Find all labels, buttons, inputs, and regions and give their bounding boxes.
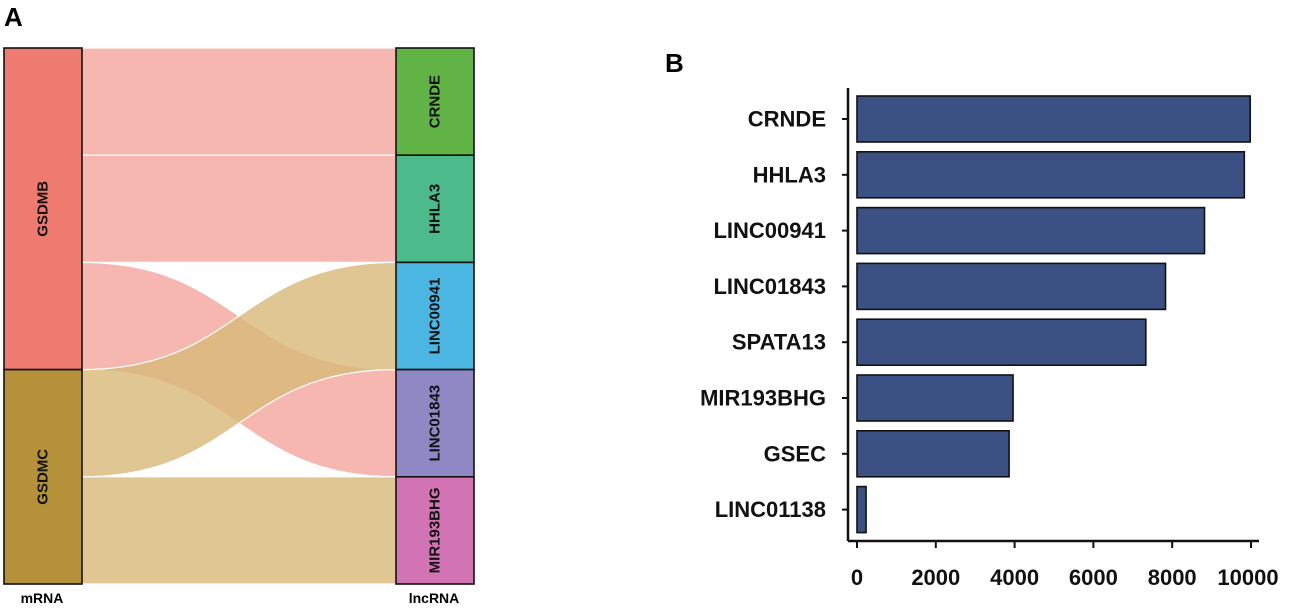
bar-spata13 xyxy=(856,318,1147,367)
panel-label-b: B xyxy=(665,48,684,78)
sankey-node-label-gsdmb: GSDMB xyxy=(35,181,52,237)
y-tick-label-hhla3: HHLA3 xyxy=(753,162,826,187)
sankey-node-label-linc00941: LINC00941 xyxy=(427,278,444,355)
bar-marks: CRNDE HHLA3 LINC00941 LINC01843 SPATA13 MIR19… xyxy=(700,95,1279,590)
sankey-right-axis-label: lncRNA xyxy=(409,590,460,606)
bar-chart: CRNDE HHLA3 LINC00941 LINC01843 SPATA13 MIR19… xyxy=(700,88,1279,590)
bar-crnde xyxy=(856,95,1252,143)
y-tick-label-linc01138: LINC01138 xyxy=(715,497,826,522)
bar-linc01138 xyxy=(856,485,867,534)
x-tick-label-8000: 8000 xyxy=(1148,565,1197,590)
x-tick-label-2000: 2000 xyxy=(911,565,960,590)
y-tick-label-mir193bhg: MIR193BHG xyxy=(700,386,826,411)
x-tick-label-10000: 10000 xyxy=(1217,565,1278,590)
sankey-flows xyxy=(81,47,397,585)
sankey-node-linc01843 xyxy=(395,368,475,478)
sankey-node-mir193bhg xyxy=(395,475,475,585)
sankey-chart: GSDMB GSDMC CRNDE HHLA3 LINC00941 LINC01843 MI… xyxy=(3,47,475,606)
y-tick-label-spata13: SPATA13 xyxy=(732,330,826,355)
bar-linc00941 xyxy=(856,206,1206,255)
sankey-node-label-crnde: CRNDE xyxy=(427,75,444,128)
sankey-left-axis-label: mRNA xyxy=(21,590,64,606)
x-tick-label-0: 0 xyxy=(851,565,863,590)
bar-hhla3 xyxy=(856,151,1246,199)
sankey-link-gsdmb-crnde xyxy=(81,47,397,156)
x-tick-label-6000: 6000 xyxy=(1069,565,1118,590)
sankey-node-gsdmb xyxy=(3,47,83,371)
sankey-node-label-hhla3: HHLA3 xyxy=(427,184,444,234)
sankey-nodes: GSDMB GSDMC CRNDE HHLA3 LINC00941 LINC01843 MI… xyxy=(3,47,475,585)
sankey-node-label-linc01843: LINC01843 xyxy=(427,385,444,462)
y-tick-label-linc00941: LINC00941 xyxy=(713,218,826,243)
bar-linc01843 xyxy=(856,262,1167,311)
y-tick-label-linc01843: LINC01843 xyxy=(713,274,826,299)
sankey-node-linc00941 xyxy=(395,261,475,371)
y-tick-label-crnde: CRNDE xyxy=(748,107,826,132)
bar-mir193bhg xyxy=(856,374,1014,422)
sankey-node-label-mir193bhg: MIR193BHG xyxy=(427,487,444,573)
y-tick-label-gsec: GSEC xyxy=(764,441,826,466)
x-tick-label-4000: 4000 xyxy=(990,565,1039,590)
panel-label-a: A xyxy=(4,2,23,32)
sankey-link-gsdmb-hhla3 xyxy=(81,154,397,264)
sankey-node-label-gsdmc: GSDMC xyxy=(35,449,52,505)
sankey-link-gsdmc-mir193bhg xyxy=(81,476,397,585)
bar-gsec xyxy=(856,429,1010,478)
sankey-node-gsdmc xyxy=(3,368,83,585)
